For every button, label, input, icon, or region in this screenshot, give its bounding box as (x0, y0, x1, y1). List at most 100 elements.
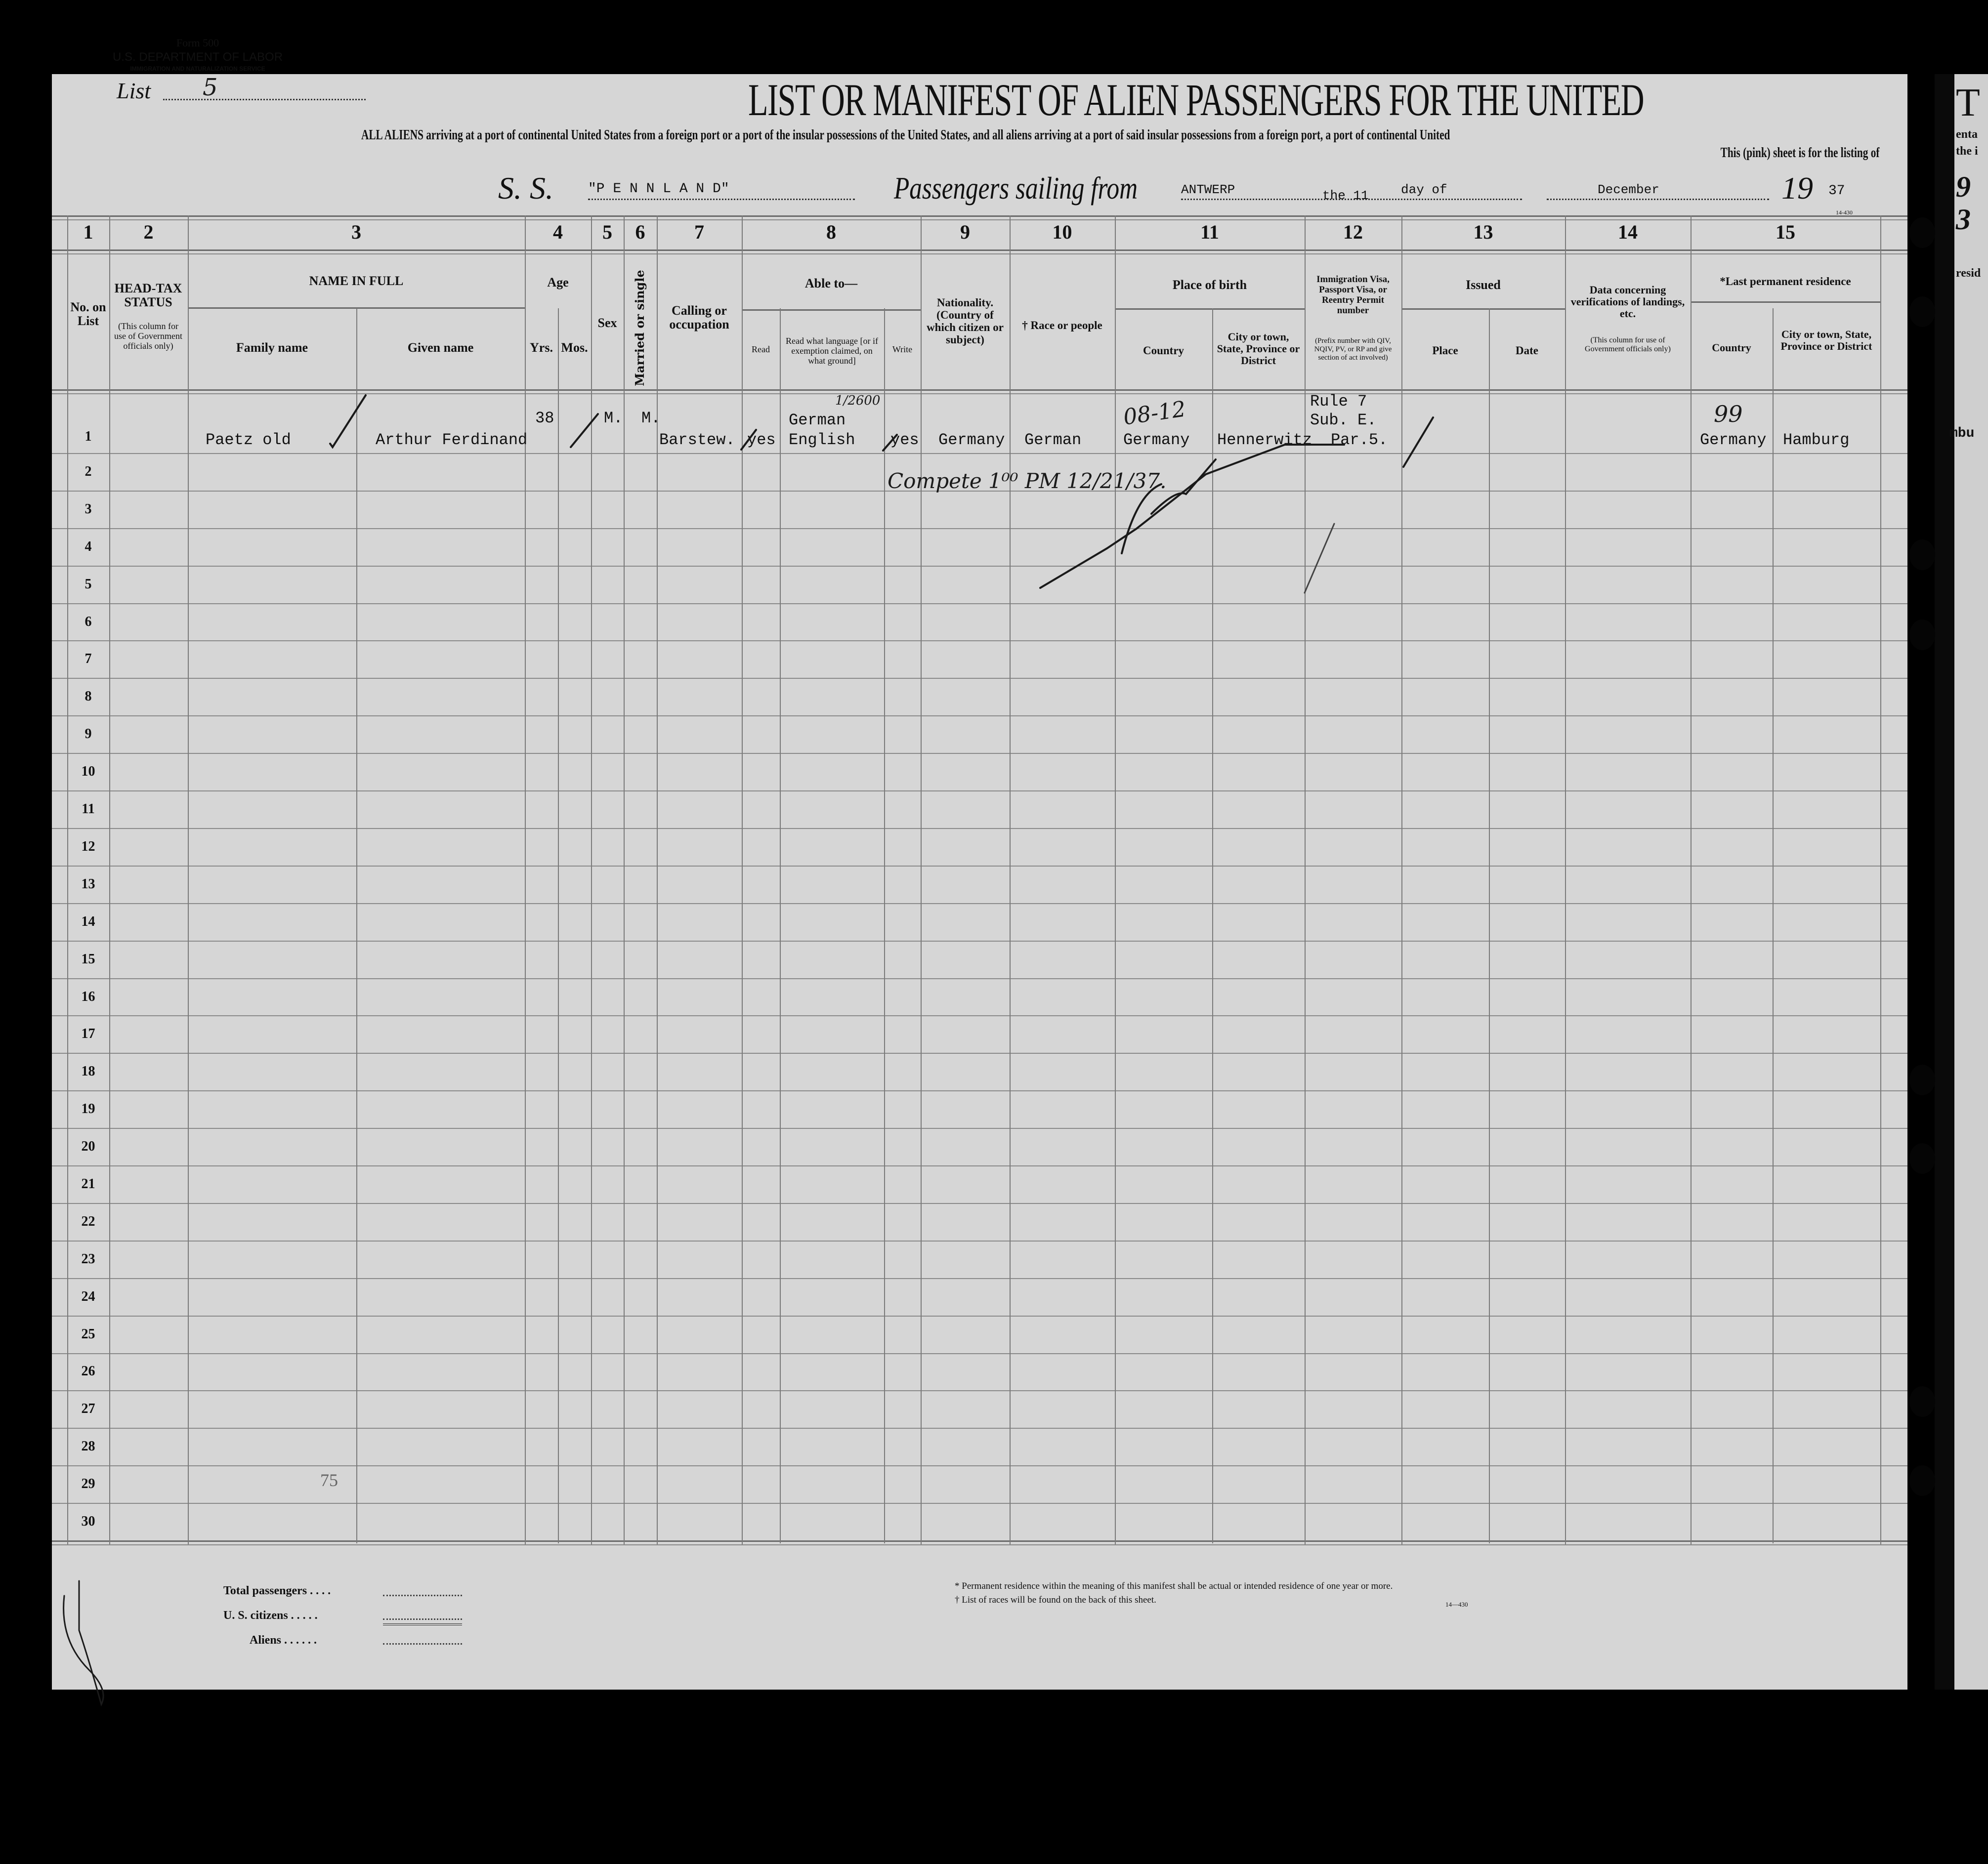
footnote-residence: * Permanent residence within the meaning… (955, 1581, 1393, 1591)
subheader-rule (188, 307, 525, 309)
row-number: 16 (81, 989, 95, 1004)
residence-city: Hamburg (1783, 431, 1850, 449)
list-label: List (117, 78, 151, 103)
header-head-tax-note: (This column for use of Government offic… (114, 321, 182, 351)
column-rule (1401, 215, 1402, 1544)
subheader-rule (742, 309, 921, 311)
table-rule (52, 389, 1907, 391)
column-rule (1880, 215, 1881, 1544)
table-rule (52, 249, 1907, 251)
family-name: Paetz old (206, 431, 291, 449)
row-number: 17 (81, 1026, 95, 1041)
column-number: 8 (826, 221, 836, 243)
row-number: 30 (81, 1514, 95, 1529)
header-name-in-full: NAME IN FULL (309, 274, 404, 288)
row-rule (52, 1090, 1907, 1091)
row-number: 15 (81, 952, 95, 967)
port-line (1181, 199, 1522, 200)
header-birth-country: Country (1142, 344, 1184, 357)
row-rule (52, 1503, 1907, 1504)
subheader-rule (1691, 301, 1880, 303)
margin-pen-stroke (63, 1580, 104, 1707)
row-number: 29 (81, 1476, 95, 1491)
row-rule (52, 1353, 1907, 1354)
row-rule (52, 1128, 1907, 1129)
punch-hole (1909, 1143, 1935, 1174)
signature-insp-stroke (1121, 458, 1217, 554)
row-rule (52, 528, 1907, 529)
row-rule (52, 1165, 1907, 1166)
column-rule (109, 215, 110, 1544)
subtitle-line-2: This (pink) sheet is for the listing of (1720, 145, 1879, 161)
nationality: Germany (938, 431, 1005, 449)
handwritten-sheet-count: 75 (320, 1470, 338, 1490)
row-rule (52, 1316, 1907, 1317)
departure-port: ANTWERP (1181, 182, 1235, 197)
header-age-years: Yrs. (530, 340, 553, 355)
header-place-of-birth: Place of birth (1172, 278, 1247, 292)
form-number: Form 500 (176, 37, 219, 49)
visa-rule: Rule 7 (1310, 392, 1367, 411)
row-number: 27 (81, 1401, 95, 1416)
aliens-label: Aliens . . . . . . (250, 1634, 317, 1647)
day-of-label: day of (1401, 182, 1447, 197)
row-rule (52, 753, 1907, 754)
row-rule (52, 828, 1907, 829)
row-number: 23 (81, 1251, 95, 1267)
header-read: Read (752, 344, 770, 354)
table-rule (52, 1544, 1907, 1545)
next-page-fragment: the i (1956, 145, 1978, 158)
checkmark-icon (570, 413, 599, 448)
row-rule (52, 1203, 1907, 1204)
column-number: 4 (553, 221, 563, 243)
given-name: Arthur Ferdinand (376, 431, 528, 449)
row-rule (52, 790, 1907, 791)
row-rule (52, 1428, 1907, 1429)
header-head-tax: HEAD-TAX STATUS (114, 281, 182, 309)
manifest-sheet (52, 74, 1907, 1690)
sailing-month: December (1598, 182, 1659, 197)
row-number: 13 (81, 876, 95, 892)
column-number: 6 (635, 221, 645, 243)
column-rule (591, 215, 592, 1544)
header-read-language: Read what language [or if exemption clai… (786, 336, 878, 366)
next-page-fragment: resid (1956, 267, 1981, 280)
subcolumn-rule (1212, 308, 1213, 1543)
subcolumn-rule (558, 308, 559, 1543)
subcolumn-rule (884, 308, 885, 1543)
row-rule (52, 1053, 1907, 1054)
column-rule (1010, 215, 1011, 1544)
column-number: 10 (1052, 221, 1072, 243)
row-number: 25 (81, 1326, 95, 1342)
row-number: 18 (81, 1064, 95, 1079)
column-number: 14 (1618, 221, 1638, 243)
row-number: 2 (85, 464, 92, 479)
able-to-write: yes (890, 431, 919, 449)
row-rule (52, 678, 1907, 679)
form-code: 14-430 (1836, 209, 1853, 216)
service-name: IMMIGRATION AND NATURALIZATION SERVICE (130, 65, 265, 72)
aliens-line (383, 1643, 462, 1645)
binding-edge (1935, 74, 1954, 1690)
year-suffix: 37 (1828, 183, 1845, 199)
checkmark-icon (329, 394, 367, 449)
us-citizens-line (383, 1618, 462, 1620)
column-number: 5 (602, 221, 612, 243)
column-number: 15 (1776, 221, 1795, 243)
language-1: German (789, 411, 846, 429)
table-rule (52, 1540, 1907, 1542)
header-calling: Calling or occupation (669, 303, 729, 331)
us-citizens-label: U. S. citizens . . . . . (223, 1609, 318, 1622)
row-number: 26 (81, 1364, 95, 1379)
header-age-months: Mos. (561, 340, 588, 355)
subcolumn-rule (780, 308, 781, 1543)
row-rule (52, 566, 1907, 567)
subcolumn-rule (356, 308, 357, 1543)
punch-hole (1909, 1386, 1935, 1417)
occupation: Barstew. (659, 431, 735, 449)
column-rule (742, 215, 743, 1544)
subcolumn-rule (1489, 308, 1490, 1543)
next-page-fragment: T (1956, 81, 1980, 124)
column-number: 13 (1473, 221, 1493, 243)
